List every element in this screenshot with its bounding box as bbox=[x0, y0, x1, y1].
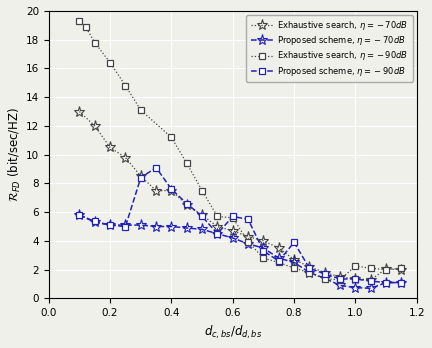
Line: Exhaustive search, $\eta = -90dB$: Exhaustive search, $\eta = -90dB$ bbox=[76, 17, 405, 283]
Proposed scheme, $\eta = -70dB$ bbox=[184, 226, 189, 230]
Proposed scheme, $\eta = -90dB$ bbox=[108, 223, 113, 227]
Proposed scheme, $\eta = -90dB$ bbox=[307, 266, 312, 270]
Proposed scheme, $\eta = -90dB$ bbox=[230, 214, 235, 219]
Exhaustive search, $\eta = -90dB$ bbox=[184, 161, 189, 165]
Proposed scheme, $\eta = -70dB$ bbox=[138, 223, 143, 227]
Exhaustive search, $\eta = -70dB$ bbox=[292, 258, 297, 262]
Exhaustive search, $\eta = -70dB$ bbox=[123, 156, 128, 160]
Proposed scheme, $\eta = -90dB$ bbox=[92, 219, 97, 223]
Exhaustive search, $\eta = -70dB$ bbox=[384, 267, 389, 271]
Exhaustive search, $\eta = -70dB$ bbox=[276, 246, 281, 250]
Proposed scheme, $\eta = -90dB$ bbox=[123, 224, 128, 229]
Proposed scheme, $\eta = -90dB$ bbox=[200, 214, 205, 219]
Proposed scheme, $\eta = -90dB$ bbox=[337, 277, 343, 281]
Exhaustive search, $\eta = -70dB$ bbox=[399, 268, 404, 272]
Proposed scheme, $\eta = -90dB$ bbox=[276, 259, 281, 263]
Proposed scheme, $\eta = -70dB$ bbox=[215, 232, 220, 236]
Exhaustive search, $\eta = -70dB$ bbox=[138, 174, 143, 178]
Exhaustive search, $\eta = -90dB$ bbox=[292, 266, 297, 270]
Line: Exhaustive search, $\eta = -70dB$: Exhaustive search, $\eta = -70dB$ bbox=[74, 106, 407, 285]
Proposed scheme, $\eta = -70dB$ bbox=[368, 286, 373, 290]
Exhaustive search, $\eta = -70dB$ bbox=[77, 110, 82, 114]
Exhaustive search, $\eta = -90dB$ bbox=[322, 277, 327, 281]
Proposed scheme, $\eta = -70dB$ bbox=[307, 270, 312, 275]
Exhaustive search, $\eta = -90dB$ bbox=[276, 260, 281, 264]
Line: Proposed scheme, $\eta = -70dB$: Proposed scheme, $\eta = -70dB$ bbox=[74, 209, 407, 294]
Proposed scheme, $\eta = -70dB$ bbox=[123, 223, 128, 227]
Exhaustive search, $\eta = -70dB$ bbox=[215, 224, 220, 229]
Exhaustive search, $\eta = -90dB$ bbox=[245, 239, 251, 244]
Proposed scheme, $\eta = -70dB$ bbox=[153, 224, 159, 229]
Proposed scheme, $\eta = -90dB$ bbox=[245, 217, 251, 221]
X-axis label: $d_{c,bs}/d_{d,bs}$: $d_{c,bs}/d_{d,bs}$ bbox=[203, 324, 262, 341]
Proposed scheme, $\eta = -70dB$ bbox=[337, 283, 343, 287]
Exhaustive search, $\eta = -70dB$ bbox=[368, 278, 373, 282]
Proposed scheme, $\eta = -70dB$ bbox=[200, 227, 205, 231]
Proposed scheme, $\eta = -70dB$ bbox=[353, 285, 358, 290]
Legend: Exhaustive search, $\eta = -70dB$, Proposed scheme, $\eta = -70dB$, Exhaustive s: Exhaustive search, $\eta = -70dB$, Propo… bbox=[246, 15, 413, 82]
Proposed scheme, $\eta = -90dB$ bbox=[184, 201, 189, 206]
Proposed scheme, $\eta = -90dB$ bbox=[138, 176, 143, 180]
Exhaustive search, $\eta = -90dB$ bbox=[200, 189, 205, 193]
Exhaustive search, $\eta = -90dB$ bbox=[261, 256, 266, 260]
Proposed scheme, $\eta = -90dB$ bbox=[384, 280, 389, 285]
Proposed scheme, $\eta = -70dB$ bbox=[322, 276, 327, 280]
Proposed scheme, $\eta = -70dB$ bbox=[261, 246, 266, 250]
Exhaustive search, $\eta = -70dB$ bbox=[108, 145, 113, 150]
Proposed scheme, $\eta = -90dB$ bbox=[322, 272, 327, 276]
Proposed scheme, $\eta = -90dB$ bbox=[153, 166, 159, 170]
Exhaustive search, $\eta = -70dB$ bbox=[153, 189, 159, 193]
Exhaustive search, $\eta = -90dB$ bbox=[230, 216, 235, 220]
Proposed scheme, $\eta = -70dB$ bbox=[108, 223, 113, 227]
Exhaustive search, $\eta = -90dB$ bbox=[384, 268, 389, 272]
Exhaustive search, $\eta = -90dB$ bbox=[215, 214, 220, 219]
Exhaustive search, $\eta = -90dB$ bbox=[169, 135, 174, 140]
Proposed scheme, $\eta = -70dB$ bbox=[169, 224, 174, 229]
Proposed scheme, $\eta = -70dB$ bbox=[245, 242, 251, 246]
Exhaustive search, $\eta = -70dB$ bbox=[200, 213, 205, 217]
Exhaustive search, $\eta = -70dB$ bbox=[261, 239, 266, 243]
Exhaustive search, $\eta = -70dB$ bbox=[337, 275, 343, 279]
Exhaustive search, $\eta = -90dB$ bbox=[77, 19, 82, 23]
Proposed scheme, $\eta = -90dB$ bbox=[292, 240, 297, 244]
Proposed scheme, $\eta = -90dB$ bbox=[215, 232, 220, 236]
Exhaustive search, $\eta = -70dB$ bbox=[169, 189, 174, 193]
Exhaustive search, $\eta = -70dB$ bbox=[92, 124, 97, 128]
Proposed scheme, $\eta = -70dB$ bbox=[276, 256, 281, 260]
Exhaustive search, $\eta = -90dB$ bbox=[353, 264, 358, 268]
Exhaustive search, $\eta = -70dB$ bbox=[322, 270, 327, 275]
Exhaustive search, $\eta = -70dB$ bbox=[230, 229, 235, 233]
Line: Proposed scheme, $\eta = -90dB$: Proposed scheme, $\eta = -90dB$ bbox=[76, 164, 405, 286]
Exhaustive search, $\eta = -70dB$ bbox=[353, 277, 358, 281]
Proposed scheme, $\eta = -70dB$ bbox=[292, 260, 297, 264]
Proposed scheme, $\eta = -70dB$ bbox=[230, 236, 235, 240]
Exhaustive search, $\eta = -90dB$ bbox=[138, 108, 143, 112]
Proposed scheme, $\eta = -70dB$ bbox=[92, 220, 97, 224]
Exhaustive search, $\eta = -90dB$ bbox=[123, 84, 128, 88]
Proposed scheme, $\eta = -90dB$ bbox=[77, 213, 82, 217]
Proposed scheme, $\eta = -90dB$ bbox=[353, 277, 358, 281]
Exhaustive search, $\eta = -90dB$ bbox=[92, 40, 97, 45]
Proposed scheme, $\eta = -70dB$ bbox=[77, 213, 82, 217]
Exhaustive search, $\eta = -90dB$ bbox=[399, 266, 404, 270]
Proposed scheme, $\eta = -90dB$ bbox=[368, 279, 373, 283]
Proposed scheme, $\eta = -90dB$ bbox=[261, 249, 266, 253]
Exhaustive search, $\eta = -90dB$ bbox=[83, 25, 88, 29]
Exhaustive search, $\eta = -90dB$ bbox=[337, 278, 343, 282]
Exhaustive search, $\eta = -90dB$ bbox=[368, 266, 373, 270]
Proposed scheme, $\eta = -90dB$ bbox=[169, 187, 174, 191]
Exhaustive search, $\eta = -90dB$ bbox=[307, 270, 312, 275]
Proposed scheme, $\eta = -70dB$ bbox=[384, 280, 389, 285]
Y-axis label: $\mathcal{R}_{FD}$ (bit/sec/HZ): $\mathcal{R}_{FD}$ (bit/sec/HZ) bbox=[7, 107, 23, 202]
Exhaustive search, $\eta = -90dB$ bbox=[108, 61, 113, 65]
Exhaustive search, $\eta = -70dB$ bbox=[307, 265, 312, 269]
Exhaustive search, $\eta = -70dB$ bbox=[184, 203, 189, 207]
Exhaustive search, $\eta = -70dB$ bbox=[245, 235, 251, 239]
Proposed scheme, $\eta = -90dB$ bbox=[399, 280, 404, 285]
Proposed scheme, $\eta = -70dB$ bbox=[399, 280, 404, 285]
